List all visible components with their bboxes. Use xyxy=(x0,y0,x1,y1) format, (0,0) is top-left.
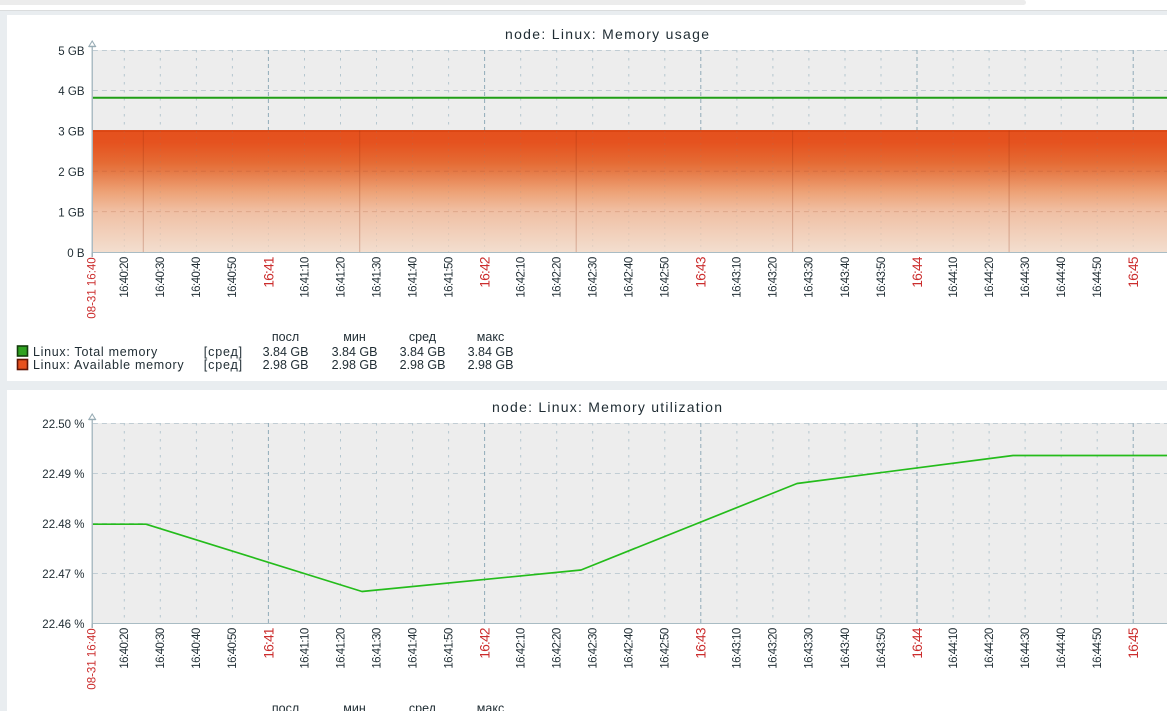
svg-text:08-31 16:40: 08-31 16:40 xyxy=(86,257,98,318)
svg-text:16:42:50: 16:42:50 xyxy=(660,628,672,669)
svg-text:16:41:20: 16:41:20 xyxy=(335,628,347,669)
svg-text:посл: посл xyxy=(272,702,299,711)
svg-text:16:40:50: 16:40:50 xyxy=(227,257,239,298)
svg-text:2.98 GB: 2.98 GB xyxy=(400,358,446,372)
svg-text:16:41: 16:41 xyxy=(261,257,276,287)
svg-text:16:41:50: 16:41:50 xyxy=(443,257,455,298)
svg-text:16:44:20: 16:44:20 xyxy=(984,257,996,298)
svg-text:16:44:50: 16:44:50 xyxy=(1092,628,1104,669)
svg-text:16:43:30: 16:43:30 xyxy=(804,257,816,298)
svg-text:16:40:20: 16:40:20 xyxy=(119,628,131,669)
svg-text:16:41:40: 16:41:40 xyxy=(407,628,419,669)
svg-text:16:45: 16:45 xyxy=(1126,257,1141,287)
svg-text:16:40:20: 16:40:20 xyxy=(119,257,131,298)
svg-text:3 GB: 3 GB xyxy=(58,127,85,139)
svg-text:16:41:30: 16:41:30 xyxy=(371,628,383,669)
svg-text:16:43:20: 16:43:20 xyxy=(768,628,780,669)
svg-text:16:44:10: 16:44:10 xyxy=(948,628,960,669)
svg-text:16:43:10: 16:43:10 xyxy=(732,628,744,669)
svg-text:Linux: Available memory: Linux: Available memory xyxy=(33,358,184,372)
svg-text:16:42:40: 16:42:40 xyxy=(624,628,636,669)
svg-text:16:43:10: 16:43:10 xyxy=(732,257,744,298)
svg-text:16:40:50: 16:40:50 xyxy=(227,628,239,669)
svg-text:16:43:40: 16:43:40 xyxy=(840,628,852,669)
svg-text:2.98 GB: 2.98 GB xyxy=(332,358,378,372)
svg-text:16:44:40: 16:44:40 xyxy=(1056,257,1068,298)
svg-text:16:44:30: 16:44:30 xyxy=(1020,628,1032,669)
svg-text:16:44:50: 16:44:50 xyxy=(1092,257,1104,298)
svg-text:08-31 16:40: 08-31 16:40 xyxy=(86,628,98,689)
svg-text:сред: сред xyxy=(409,330,437,344)
svg-text:16:40:40: 16:40:40 xyxy=(191,628,203,669)
svg-text:16:41:30: 16:41:30 xyxy=(371,257,383,298)
svg-text:22.50 %: 22.50 % xyxy=(42,419,84,431)
svg-text:16:41: 16:41 xyxy=(261,628,276,658)
svg-text:2.98 GB: 2.98 GB xyxy=(263,358,309,372)
svg-text:макс: макс xyxy=(477,330,504,344)
svg-text:22.48 %: 22.48 % xyxy=(42,519,84,531)
svg-text:16:42: 16:42 xyxy=(478,628,493,658)
svg-text:22.49 %: 22.49 % xyxy=(42,469,84,481)
svg-text:16:41:40: 16:41:40 xyxy=(407,257,419,298)
svg-text:макс: макс xyxy=(477,702,504,711)
svg-text:1 GB: 1 GB xyxy=(58,207,85,219)
svg-text:3.84 GB: 3.84 GB xyxy=(400,345,446,359)
svg-text:node: Linux: Memory usage: node: Linux: Memory usage xyxy=(505,26,709,42)
svg-text:2.98 GB: 2.98 GB xyxy=(468,358,514,372)
svg-text:Linux: Total memory: Linux: Total memory xyxy=(33,345,158,359)
svg-text:16:43: 16:43 xyxy=(694,257,709,287)
svg-text:3.84 GB: 3.84 GB xyxy=(332,345,378,359)
svg-text:16:40:30: 16:40:30 xyxy=(155,628,167,669)
svg-text:16:43: 16:43 xyxy=(694,628,709,658)
svg-text:16:43:50: 16:43:50 xyxy=(876,257,888,298)
svg-text:16:42:40: 16:42:40 xyxy=(624,257,636,298)
svg-text:16:44: 16:44 xyxy=(910,256,925,287)
svg-text:16:44:40: 16:44:40 xyxy=(1056,628,1068,669)
svg-text:16:41:20: 16:41:20 xyxy=(335,257,347,298)
svg-text:16:44: 16:44 xyxy=(910,627,925,658)
svg-text:22.46 %: 22.46 % xyxy=(42,619,84,631)
svg-text:мин: мин xyxy=(343,702,366,711)
svg-text:16:42:30: 16:42:30 xyxy=(588,257,600,298)
svg-text:16:42:30: 16:42:30 xyxy=(588,628,600,669)
svg-text:сред: сред xyxy=(409,702,437,711)
svg-text:16:43:50: 16:43:50 xyxy=(876,628,888,669)
svg-text:посл: посл xyxy=(272,330,299,344)
svg-text:16:41:10: 16:41:10 xyxy=(299,628,311,669)
svg-text:16:42:20: 16:42:20 xyxy=(552,257,564,298)
svg-text:16:45: 16:45 xyxy=(1126,628,1141,658)
svg-text:3.84 GB: 3.84 GB xyxy=(468,345,514,359)
svg-text:22.47 %: 22.47 % xyxy=(42,569,84,581)
svg-text:16:40:30: 16:40:30 xyxy=(155,257,167,298)
svg-text:16:42:50: 16:42:50 xyxy=(660,257,672,298)
svg-text:16:42:10: 16:42:10 xyxy=(516,257,528,298)
svg-text:16:42:20: 16:42:20 xyxy=(552,628,564,669)
svg-text:5 GB: 5 GB xyxy=(58,46,85,58)
svg-text:16:43:20: 16:43:20 xyxy=(768,257,780,298)
svg-text:16:43:40: 16:43:40 xyxy=(840,257,852,298)
svg-text:16:44:10: 16:44:10 xyxy=(948,257,960,298)
svg-text:16:42:10: 16:42:10 xyxy=(516,628,528,669)
svg-text:2 GB: 2 GB xyxy=(58,167,85,179)
svg-text:мин: мин xyxy=(343,330,366,344)
svg-text:node: Linux: Memory utilizatio: node: Linux: Memory utilization xyxy=(492,399,722,415)
svg-text:16:42: 16:42 xyxy=(478,257,493,287)
svg-text:16:44:30: 16:44:30 xyxy=(1020,257,1032,298)
svg-text:16:41:10: 16:41:10 xyxy=(299,257,311,298)
svg-text:0 B: 0 B xyxy=(67,248,85,260)
svg-text:16:43:30: 16:43:30 xyxy=(804,628,816,669)
svg-text:16:44:20: 16:44:20 xyxy=(984,628,996,669)
svg-text:4 GB: 4 GB xyxy=(58,86,85,98)
svg-text:3.84 GB: 3.84 GB xyxy=(263,345,309,359)
svg-text:[сред]: [сред] xyxy=(204,358,243,372)
svg-text:[сред]: [сред] xyxy=(204,345,243,359)
svg-text:16:40:40: 16:40:40 xyxy=(191,257,203,298)
svg-text:16:41:50: 16:41:50 xyxy=(443,628,455,669)
